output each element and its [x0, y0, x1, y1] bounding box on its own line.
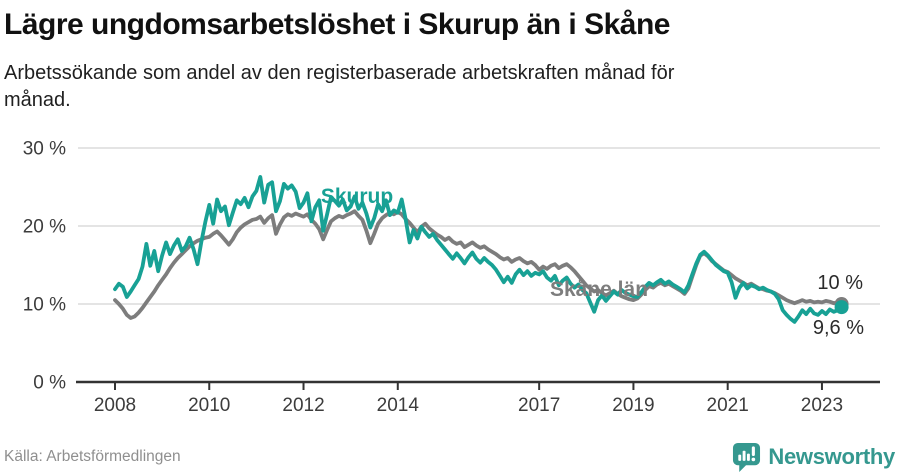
series-end-dot-skurup — [834, 300, 849, 315]
series-line-skåne-län — [113, 209, 844, 320]
source-note: Källa: Arbetsförmedlingen — [4, 448, 181, 465]
x-tick-label-2019: 2019 — [612, 395, 654, 416]
x-tick-label-2012: 2012 — [282, 395, 324, 416]
chart-subtitle: Arbetssökande som andel av den registerb… — [4, 62, 675, 111]
newsworthy-logo-text: Newsworthy — [768, 443, 895, 469]
y-tick-label-10: 10 % — [23, 295, 66, 316]
x-tick-label-2021: 2021 — [707, 395, 749, 416]
x-tick-label-2017: 2017 — [518, 395, 560, 416]
series-line-skurup — [113, 174, 844, 324]
skane-series-label: Skåne län — [550, 278, 648, 301]
x-tick-label-2023: 2023 — [801, 395, 843, 416]
end-value-label-skurup: 9,6 % — [813, 317, 864, 339]
x-tick-label-2014: 2014 — [377, 395, 420, 416]
end-value-label-skane: 10 % — [817, 272, 863, 294]
chart-title: Lägre ungdomsarbetslöshet i Skurup än i … — [4, 8, 671, 41]
skurup-series-label: Skurup — [321, 185, 393, 208]
newsworthy-logo[interactable]: Newsworthy — [732, 441, 895, 472]
x-tick-label-2010: 2010 — [188, 395, 230, 416]
y-tick-label-0: 0 % — [33, 373, 66, 394]
x-tick-label-2008: 2008 — [94, 395, 136, 416]
y-tick-label-20: 20 % — [23, 217, 66, 238]
newsworthy-bubble-chart-icon — [733, 442, 761, 472]
y-tick-label-30: 30 % — [23, 139, 66, 160]
